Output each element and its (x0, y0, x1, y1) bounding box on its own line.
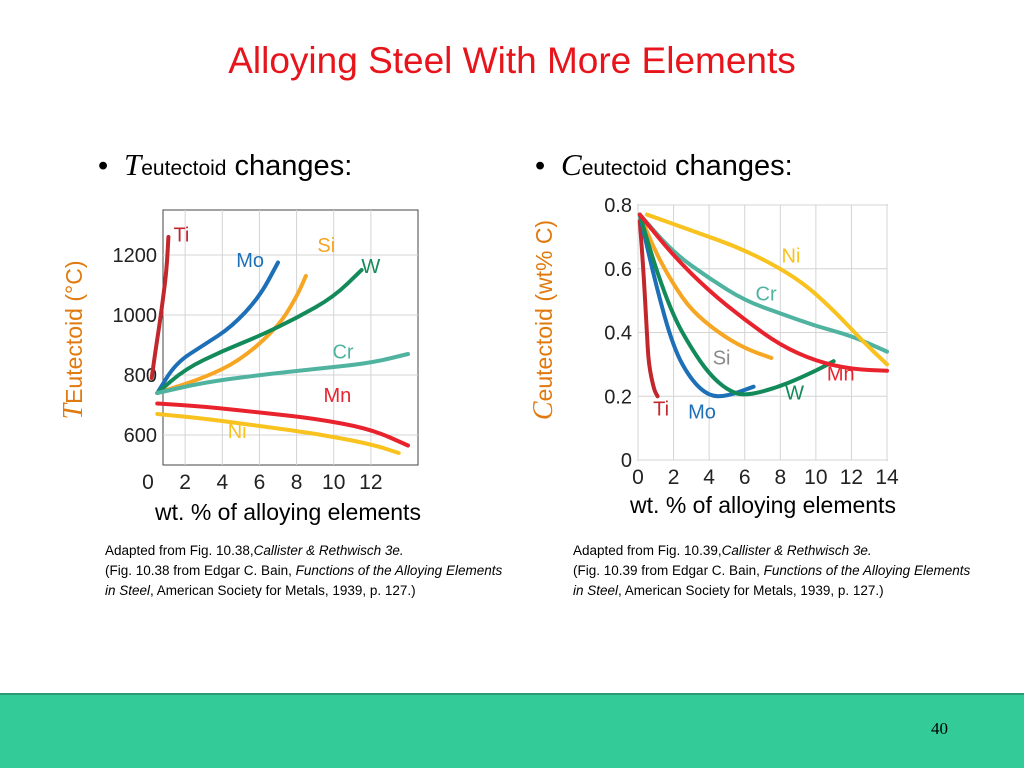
x-tick-label: 12 (840, 466, 863, 489)
y-tick-label: 1000 (113, 305, 158, 327)
series-label-si: Si (317, 235, 335, 257)
x-tick-label: 10 (322, 471, 345, 494)
y-tick-label: 0.4 (604, 323, 632, 345)
series-label-ni: Ni (228, 421, 247, 443)
caption-fig: (Fig. 10.39 from Edgar C. Bain, (573, 563, 760, 578)
x-tick-label: 8 (291, 471, 303, 494)
caption-rest: , American Society for Metals, 1939, p. … (150, 583, 416, 598)
bullet-text: changes: (234, 150, 353, 182)
y-axis-label-symbol: C (528, 401, 559, 420)
y-tick-label: 0 (621, 450, 632, 472)
y-tick-label: 0.6 (604, 259, 632, 281)
series-line-ni (644, 212, 889, 367)
x-tick-label: 6 (254, 471, 266, 494)
caption-source: Adapted from Fig. 10.39, (573, 543, 722, 558)
series-line-mo (637, 212, 756, 399)
series-label-w: W (361, 256, 380, 278)
caption-book: Functions of the Alloying Elements in St… (105, 563, 503, 598)
caption-book: Functions of the Alloying Elements in St… (573, 563, 971, 598)
y-tick-label: 600 (124, 425, 157, 447)
x-tick-label: 0 (142, 471, 154, 494)
series-line-ti (149, 235, 171, 380)
y-axis-label: TEutectoid (°C) (58, 261, 89, 420)
bullet-t-eutectoid: • Teutectoid changes: (98, 147, 352, 183)
x-tick-label: 10 (804, 466, 827, 489)
x-tick-label: 0 (632, 466, 644, 489)
caption-ref: Callister & Rethwisch 3e. (721, 543, 872, 558)
x-tick-label: 6 (739, 466, 751, 489)
series-label-ti: Ti (653, 398, 669, 420)
x-tick-label: 2 (179, 471, 191, 494)
y-tick-label: 800 (124, 365, 157, 387)
footer-bar: 40 (0, 693, 1024, 768)
caption-left: Adapted from Fig. 10.38,Callister & Reth… (105, 541, 505, 601)
y-tick-label: 0.2 (604, 386, 632, 408)
x-tick-label: 8 (774, 466, 786, 489)
bullet-text: changes: (674, 150, 793, 182)
series-label-ni: Ni (782, 245, 801, 267)
bullet-dot: • (535, 150, 546, 182)
y-axis-label: Ceutectoid (wt% C) (528, 220, 559, 420)
series-label-cr: Cr (332, 342, 353, 364)
x-tick-label: 12 (359, 471, 382, 494)
bullet-dot: • (98, 150, 109, 182)
y-tick-label: 1200 (113, 245, 158, 267)
series-line-mn (637, 212, 889, 373)
plot-frame (162, 209, 419, 466)
series-label-ti: Ti (173, 225, 189, 247)
y-axis-label-text: eutectoid (wt% C) (531, 220, 557, 402)
series-label-mo: Mo (688, 402, 716, 424)
caption-fig: (Fig. 10.38 from Edgar C. Bain, (105, 563, 292, 578)
series-line-ni (155, 412, 401, 455)
bullet-subscript: eutectoid (581, 157, 667, 180)
y-axis-label-symbol: T (58, 402, 89, 420)
series-line-w (155, 268, 364, 395)
x-axis-label: wt. % of alloying elements (154, 499, 421, 525)
caption-right: Adapted from Fig. 10.39,Callister & Reth… (573, 541, 973, 601)
y-axis-label-text: Eutectoid (°C) (61, 261, 87, 404)
x-tick-label: 14 (875, 466, 899, 489)
page-number: 40 (931, 719, 948, 738)
series-line-si (637, 212, 774, 360)
caption-rest: , American Society for Metals, 1939, p. … (618, 583, 884, 598)
x-axis-label: wt. % of alloying elements (629, 492, 896, 518)
series-line-w (637, 212, 836, 397)
series-label-cr: Cr (756, 284, 777, 306)
bullet-c-eutectoid: • Ceutectoid changes: (535, 147, 793, 183)
series-line-cr (155, 352, 410, 395)
series-label-mn: Mn (827, 363, 855, 385)
series-label-si: Si (713, 347, 731, 369)
charts-canvas: 0 2 4 6 8 10 1260080010001200TiMoSiWCrMnNiTEut… (58, 195, 899, 525)
y-tick-label: 0.8 (604, 195, 632, 217)
series-label-mn: Mn (324, 385, 352, 407)
series-line-ti (637, 218, 660, 399)
bullet-symbol: C (561, 147, 582, 182)
series-label-mo: Mo (236, 250, 264, 272)
bullet-subscript: eutectoid (141, 157, 227, 180)
bullet-symbol: T (124, 147, 142, 182)
series-line-mo (155, 260, 280, 395)
x-tick-label: 4 (703, 466, 715, 489)
chart-t-eutectoid: 0 2 4 6 8 10 12 600 800 1000 1200 Ti Mo Si W Cr Mn Ni TEut… (58, 209, 421, 525)
caption-ref: Callister & Rethwisch 3e. (253, 543, 404, 558)
slide-title: Alloying Steel With More Elements (228, 40, 796, 81)
series-label-w: W (785, 382, 804, 404)
x-tick-label: 2 (668, 466, 680, 489)
caption-source: Adapted from Fig. 10.38, (105, 543, 254, 558)
x-tick-label: 4 (216, 471, 228, 494)
series-line-mn (155, 401, 410, 448)
